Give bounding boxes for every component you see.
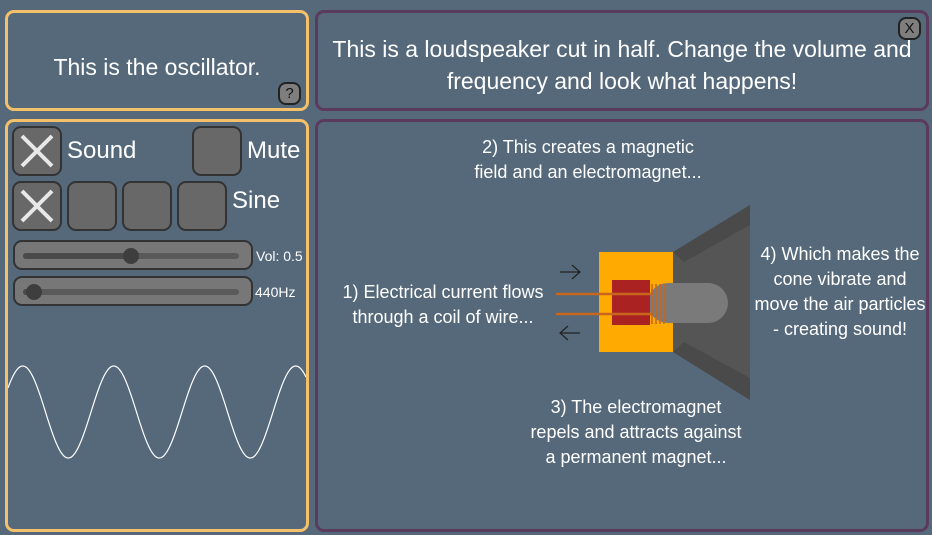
cone-shade-top [673,205,750,262]
oscillator-panel: Sound Mute Sine Vol: 0.5 440Hz [5,119,309,532]
loudspeaker-diagram [556,205,750,400]
volume-slider[interactable] [13,240,253,270]
frequency-slider[interactable] [13,276,253,306]
step2-text: 2) This creates a magnetic field and an … [474,137,702,182]
step3-text: 3) The electromagnet repels and attracts… [530,397,742,467]
voice-coil-former [648,283,728,323]
cone-shade-bottom [673,342,750,400]
step4-text: 4) Which makes the cone vibrate and move… [754,244,926,339]
frequency-thumb[interactable] [25,284,42,300]
close-button[interactable]: X [898,17,921,40]
speaker-title: This is a loudspeaker cut in half. Chang… [332,36,912,94]
volume-readout: Vol: 0.5 [256,248,303,264]
step1-text: 1) Electrical current flows through a co… [342,282,544,327]
oscillator-title: This is the oscillator. [53,54,261,80]
help-button[interactable]: ? [278,82,301,105]
waveform-label: Sine [232,187,281,214]
coil-windings [651,284,665,324]
waveform-display [8,365,306,459]
waveform-square-button[interactable] [67,181,117,231]
electromagnet-coil [612,280,650,325]
mute-toggle[interactable] [192,126,242,176]
current-in-arrow [560,264,581,280]
oscillator-title-panel: This is the oscillator. ? [5,10,309,111]
volume-thumb[interactable] [123,248,139,264]
sound-label: Sound [67,137,137,164]
mute-label: Mute [247,137,301,164]
sine-wave [8,365,306,459]
speaker-title-panel: This is a loudspeaker cut in half. Chang… [315,10,929,111]
frequency-readout: 440Hz [255,284,296,300]
current-out-arrow [559,325,580,341]
volume-fill [23,253,131,259]
frequency-track [23,289,239,295]
check-cross-icon [20,134,54,168]
waveform-triangle-button[interactable] [177,181,227,231]
sound-toggle[interactable] [12,126,62,176]
check-cross-icon [20,189,54,223]
speaker-panel: 2) This creates a magnetic field and an … [315,119,929,532]
waveform-sawtooth-button[interactable] [122,181,172,231]
waveform-sine-button[interactable] [12,181,62,231]
